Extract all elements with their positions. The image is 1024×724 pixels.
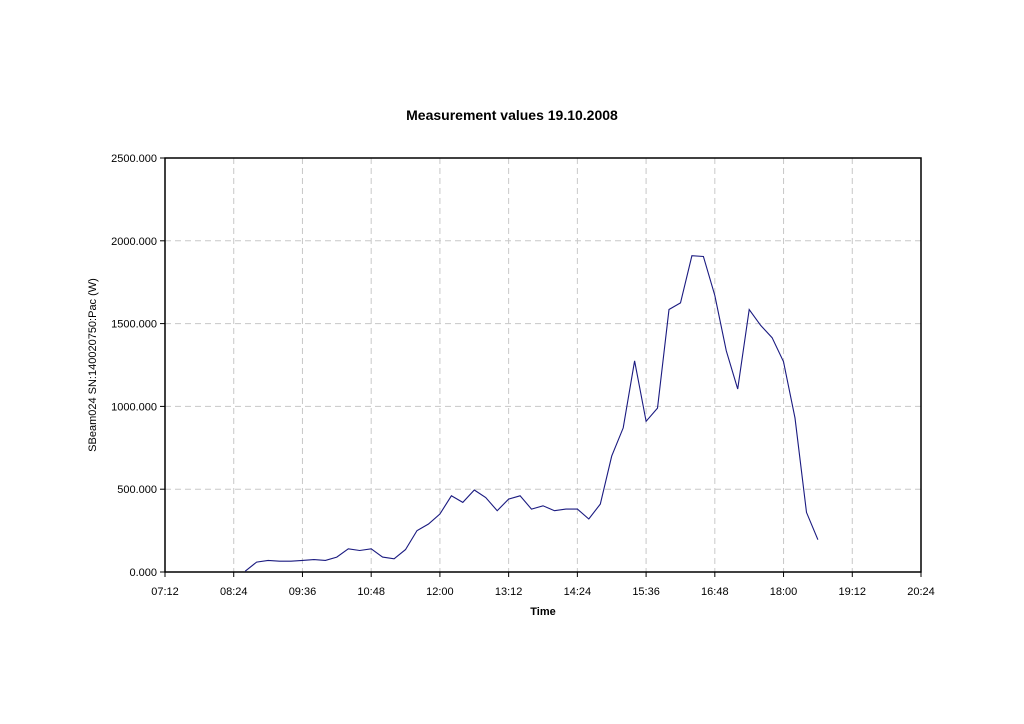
y-axis-tick-labels: 0.000 500.000 1000.000 1500.000 2000.000 2500… (111, 153, 157, 579)
y-axis-label: SBeam024 SN:140020750:Pac (W) (87, 278, 99, 452)
plot-frame (164, 157, 922, 573)
y-tick-label: 2500.000 (111, 153, 157, 165)
x-tick-label: 08:24 (220, 586, 248, 598)
x-tick-label: 19:12 (839, 586, 867, 598)
series-line (244, 255, 819, 572)
x-tick-label: 13:12 (495, 586, 523, 598)
x-tick-label: 07:12 (151, 586, 179, 598)
y-tick-label: 0.000 (129, 567, 157, 579)
x-tick-label: 20:24 (907, 586, 935, 598)
chart-title: Measurement values 19.10.2008 (406, 107, 618, 123)
x-tick-label: 10:48 (357, 586, 385, 598)
grid (165, 158, 921, 572)
x-axis-tick-labels: 07:12 08:24 09:36 10:48 12:00 13:12 14:24 15:36… (151, 586, 935, 598)
x-tick-label: 16:48 (701, 586, 729, 598)
x-tick-label: 12:00 (426, 586, 454, 598)
y-tick-label: 2000.000 (111, 236, 157, 248)
y-tick-label: 1500.000 (111, 319, 157, 331)
y-tick-label: 1000.000 (111, 401, 157, 413)
axis-ticks (160, 157, 922, 577)
x-tick-label: 18:00 (770, 586, 798, 598)
y-tick-label: 500.000 (117, 484, 157, 496)
x-tick-label: 14:24 (564, 586, 592, 598)
x-tick-label: 15:36 (632, 586, 660, 598)
x-tick-label: 09:36 (289, 586, 317, 598)
x-axis-label: Time (530, 606, 555, 618)
